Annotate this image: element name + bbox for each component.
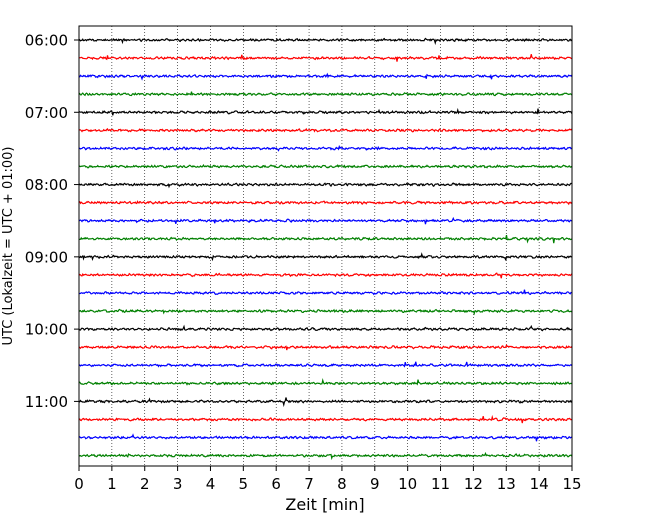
y-tick-label: 06:00: [25, 32, 68, 50]
plot-frame: [78, 25, 573, 467]
seismic-trace: [78, 163, 573, 169]
y-tick-label: 07:00: [25, 104, 68, 122]
x-tick-label: 3: [173, 475, 183, 493]
y-axis-label: UTC (Lokalzeit = UTC + 01:00): [1, 147, 16, 346]
seismic-trace: [78, 216, 572, 225]
plot-background: [79, 26, 572, 466]
x-tick-label: 4: [206, 475, 216, 493]
seismic-trace: [78, 72, 573, 81]
x-tick-label: 8: [337, 475, 347, 493]
x-tick-label: 10: [398, 475, 417, 493]
y-tick-label: 08:00: [25, 176, 68, 194]
traces: [78, 37, 573, 461]
seismic-trace: [78, 343, 573, 351]
seismic-trace: [78, 91, 573, 97]
seismic-trace: [78, 324, 573, 332]
seismic-trace: [78, 451, 573, 461]
seismic-trace: [78, 377, 573, 386]
seismic-trace: [78, 144, 573, 152]
x-tick-label: 1: [107, 475, 117, 493]
seismic-trace: [78, 433, 572, 442]
x-tick-label: 7: [304, 475, 314, 493]
y-axis: 06:00 07:00 08:00 09:00 10:00 11:00: [25, 32, 79, 411]
y-tick-label: 11:00: [25, 393, 68, 411]
x-tick-label: 2: [140, 475, 150, 493]
seismic-trace: [78, 361, 573, 368]
seismic-trace: [78, 107, 573, 116]
seismic-trace: [78, 54, 573, 62]
x-tick-label: 15: [562, 475, 581, 493]
seismic-trace: [78, 272, 573, 279]
seismic-trace: [78, 234, 572, 244]
x-tick-label: 14: [530, 475, 549, 493]
x-tick-label: 5: [239, 475, 249, 493]
x-tick-label: 11: [431, 475, 450, 493]
seismic-trace: [78, 252, 573, 262]
seismic-trace: [78, 308, 573, 316]
seismic-trace: [78, 200, 573, 206]
seismic-trace: [78, 414, 573, 424]
x-tick-label: 12: [464, 475, 483, 493]
x-tick-label: 6: [271, 475, 281, 493]
x-axis-label: Zeit [min]: [285, 495, 364, 514]
y-tick-label: 10:00: [25, 321, 68, 339]
seismic-trace: [78, 182, 572, 189]
seismic-trace: [78, 37, 573, 46]
x-tick-label: 0: [74, 475, 84, 493]
x-axis: 0 1 2 3 4 5 6 7 8 9 10 11 12 13 14 15: [74, 466, 582, 493]
x-tick-label: 13: [497, 475, 516, 493]
x-tick-label: 9: [370, 475, 380, 493]
y-tick-label: 09:00: [25, 248, 68, 266]
seismic-trace: [78, 289, 572, 296]
seismic-trace: [78, 397, 573, 408]
seismic-trace: [78, 127, 573, 133]
